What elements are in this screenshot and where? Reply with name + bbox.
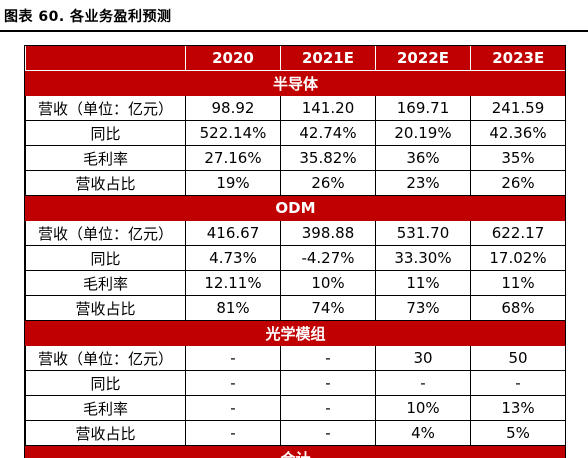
value-cell: 241.59: [471, 96, 566, 121]
forecast-table-container: 2020 2021E 2022E 2023E 半导体营收（单位：亿元）98.92…: [24, 45, 566, 458]
value-cell: 141.20: [281, 96, 376, 121]
section-header-row: 光学模组: [26, 321, 566, 346]
section-header-row: ODM: [26, 196, 566, 221]
value-cell: 35.82%: [281, 146, 376, 171]
row-label: 营收占比: [26, 171, 186, 196]
section-header-row: 合计: [26, 446, 566, 458]
row-label: 营收占比: [26, 421, 186, 446]
row-label: 营收占比: [26, 296, 186, 321]
value-cell: -: [471, 371, 566, 396]
value-cell: -: [281, 346, 376, 371]
table-row: 毛利率--10%13%: [26, 396, 566, 421]
value-cell: 68%: [471, 296, 566, 321]
value-cell: -: [186, 421, 281, 446]
value-cell: 26%: [471, 171, 566, 196]
value-cell: -: [281, 371, 376, 396]
segment-forecast-table: 2020 2021E 2022E 2023E 半导体营收（单位：亿元）98.92…: [25, 46, 566, 458]
table-row: 营收占比--4%5%: [26, 421, 566, 446]
header-cell-2021e: 2021E: [281, 46, 376, 71]
row-label: 毛利率: [26, 271, 186, 296]
section-title: 合计: [26, 446, 566, 458]
caption-divider: [0, 30, 588, 32]
header-cell-2020: 2020: [186, 46, 281, 71]
row-label: 营收（单位：亿元）: [26, 346, 186, 371]
value-cell: 13%: [471, 396, 566, 421]
value-cell: 531.70: [376, 221, 471, 246]
value-cell: 42.74%: [281, 121, 376, 146]
value-cell: 522.14%: [186, 121, 281, 146]
section-title: 半导体: [26, 71, 566, 96]
value-cell: 416.67: [186, 221, 281, 246]
value-cell: 5%: [471, 421, 566, 446]
header-cell-blank: [26, 46, 186, 71]
value-cell: 33.30%: [376, 246, 471, 271]
figure-caption: 图表 60. 各业务盈利预测: [4, 6, 172, 26]
value-cell: -: [281, 396, 376, 421]
value-cell: 42.36%: [471, 121, 566, 146]
value-cell: 10%: [376, 396, 471, 421]
header-cell-2022e: 2022E: [376, 46, 471, 71]
value-cell: 19%: [186, 171, 281, 196]
value-cell: 622.17: [471, 221, 566, 246]
header-cell-2023e: 2023E: [471, 46, 566, 71]
value-cell: 4%: [376, 421, 471, 446]
value-cell: 36%: [376, 146, 471, 171]
value-cell: 4.73%: [186, 246, 281, 271]
value-cell: 74%: [281, 296, 376, 321]
value-cell: 12.11%: [186, 271, 281, 296]
value-cell: 10%: [281, 271, 376, 296]
value-cell: -4.27%: [281, 246, 376, 271]
row-label: 毛利率: [26, 396, 186, 421]
value-cell: 11%: [471, 271, 566, 296]
value-cell: -: [186, 371, 281, 396]
value-cell: 73%: [376, 296, 471, 321]
value-cell: -: [186, 346, 281, 371]
value-cell: 35%: [471, 146, 566, 171]
section-title: ODM: [26, 196, 566, 221]
table-header-row: 2020 2021E 2022E 2023E: [26, 46, 566, 71]
value-cell: -: [281, 421, 376, 446]
value-cell: 17.02%: [471, 246, 566, 271]
value-cell: 20.19%: [376, 121, 471, 146]
value-cell: 50: [471, 346, 566, 371]
value-cell: 27.16%: [186, 146, 281, 171]
row-label: 营收（单位：亿元）: [26, 96, 186, 121]
value-cell: 81%: [186, 296, 281, 321]
value-cell: 398.88: [281, 221, 376, 246]
value-cell: -: [186, 396, 281, 421]
value-cell: 30: [376, 346, 471, 371]
table-row: 同比----: [26, 371, 566, 396]
row-label: 同比: [26, 371, 186, 396]
value-cell: -: [376, 371, 471, 396]
value-cell: 98.92: [186, 96, 281, 121]
row-label: 营收（单位：亿元）: [26, 221, 186, 246]
row-label: 同比: [26, 121, 186, 146]
section-header-row: 半导体: [26, 71, 566, 96]
value-cell: 11%: [376, 271, 471, 296]
row-label: 同比: [26, 246, 186, 271]
value-cell: 26%: [281, 171, 376, 196]
value-cell: 23%: [376, 171, 471, 196]
row-label: 毛利率: [26, 146, 186, 171]
section-title: 光学模组: [26, 321, 566, 346]
value-cell: 169.71: [376, 96, 471, 121]
